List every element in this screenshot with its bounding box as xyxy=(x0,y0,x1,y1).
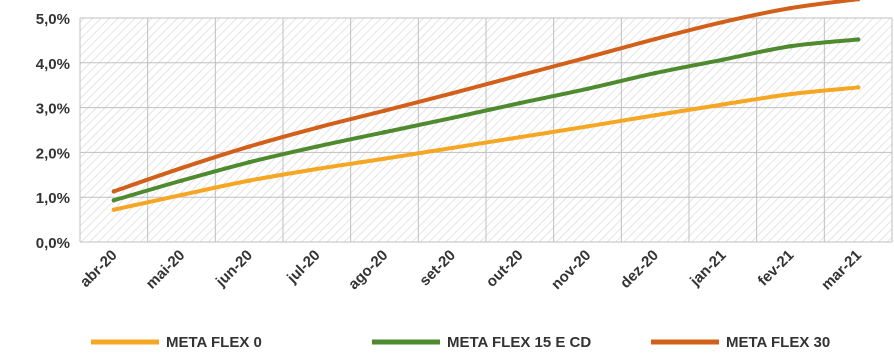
gridlines xyxy=(79,17,893,243)
y-axis-ticks: 0,0% 1,0% 2,0% 3,0% 4,0% 5,0% xyxy=(36,11,70,252)
data-point xyxy=(652,113,658,118)
data-point xyxy=(314,125,320,130)
data-point xyxy=(585,55,590,60)
x-tick-label: fev-21 xyxy=(755,247,798,290)
legend-label-2: META FLEX 15 E CD xyxy=(447,334,591,351)
y-tick-label: 2,0% xyxy=(36,145,70,162)
data-point xyxy=(314,166,320,172)
data-point xyxy=(111,198,117,203)
data-point xyxy=(382,156,387,161)
x-tick-label: ago-20 xyxy=(345,247,391,293)
data-point xyxy=(246,160,252,165)
data-point xyxy=(179,165,184,171)
x-axis-ticks: abr-20 mai-20 jun-20 jul-20 ago-20 set-20 out-… xyxy=(77,247,865,294)
data-point xyxy=(111,189,117,194)
legend-label-3: META FLEX 30 xyxy=(726,334,830,351)
data-point xyxy=(585,124,590,129)
data-point xyxy=(246,178,252,183)
data-point xyxy=(585,86,590,91)
x-tick-label: jun-20 xyxy=(212,247,256,291)
data-point xyxy=(720,102,726,107)
data-point xyxy=(179,178,184,183)
y-tick-label: 1,0% xyxy=(36,190,70,207)
series-line-1 xyxy=(111,85,861,212)
data-point xyxy=(314,144,320,149)
data-point xyxy=(652,70,658,76)
x-tick-label: jul-20 xyxy=(283,247,323,287)
data-point xyxy=(856,0,861,2)
data-point xyxy=(652,36,658,42)
series-line-2 xyxy=(111,37,861,203)
x-tick-label: mar-21 xyxy=(818,247,865,294)
data-point xyxy=(449,115,455,121)
x-tick-label: dez-20 xyxy=(617,247,662,292)
series-lines xyxy=(111,0,861,212)
data-point xyxy=(855,37,861,42)
legend: META FLEX 0 META FLEX 15 E CD META FLEX 30 xyxy=(91,334,830,351)
x-tick-label: set-20 xyxy=(416,247,459,290)
data-point xyxy=(517,73,523,78)
data-point xyxy=(720,19,726,25)
data-point xyxy=(246,144,252,149)
x-tick-label: out-20 xyxy=(483,247,527,291)
y-tick-label: 5,0% xyxy=(36,11,70,28)
data-point xyxy=(788,44,793,49)
data-point xyxy=(382,108,387,113)
series-line-3 xyxy=(111,0,860,194)
data-point xyxy=(855,85,861,90)
data-point xyxy=(517,100,523,106)
y-tick-label: 0,0% xyxy=(36,235,70,252)
x-tick-label: abr-20 xyxy=(77,247,121,291)
data-point xyxy=(382,130,387,135)
data-point xyxy=(449,91,455,96)
data-point xyxy=(449,145,455,151)
data-point xyxy=(788,5,793,11)
x-tick-label: nov-20 xyxy=(548,247,594,293)
data-point xyxy=(788,91,793,97)
data-point xyxy=(517,134,523,140)
data-point xyxy=(720,57,726,62)
y-tick-label: 3,0% xyxy=(36,101,70,118)
legend-label-1: META FLEX 0 xyxy=(166,334,262,351)
x-tick-label: mai-20 xyxy=(143,247,189,293)
y-tick-label: 4,0% xyxy=(36,56,70,73)
data-point xyxy=(179,192,184,198)
x-tick-label: jan-21 xyxy=(686,247,729,290)
data-point xyxy=(111,207,117,212)
